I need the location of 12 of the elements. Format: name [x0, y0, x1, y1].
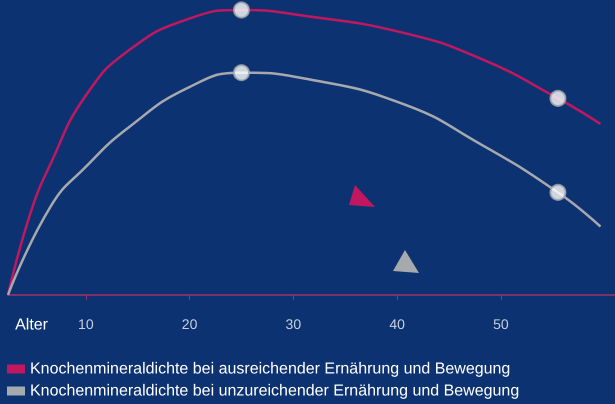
x-tick-label: 30 — [286, 316, 302, 332]
point — [232, 2, 250, 18]
x-tick-label: 50 — [493, 316, 509, 332]
x-axis-title: Alter — [15, 316, 49, 334]
x-tick-label: 20 — [182, 316, 198, 332]
legend-label: Knochenmineraldichte bei unzureichender Ernährung und Bewegung — [30, 382, 520, 400]
point — [549, 90, 566, 107]
x-tick-label: 40 — [389, 316, 406, 332]
point — [232, 64, 250, 82]
x-tick-label: 10 — [78, 316, 94, 332]
legend-label: Knochenmineraldichte bei ausreichender Ernährung und Bewegung — [30, 360, 510, 378]
point — [549, 184, 566, 201]
